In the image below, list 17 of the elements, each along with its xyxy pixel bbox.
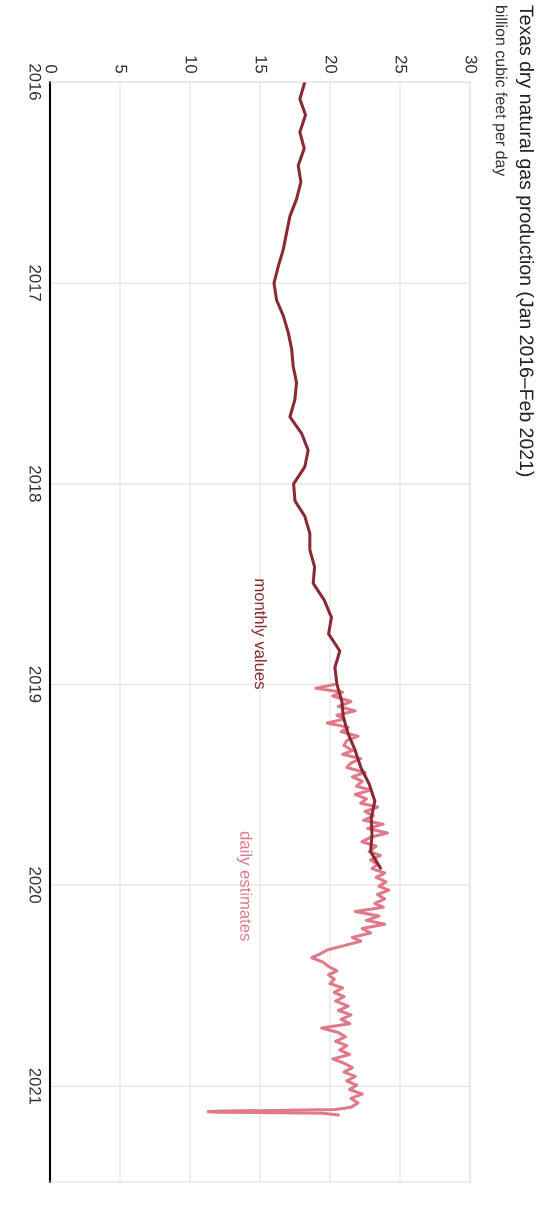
x-tick-label: 20 — [325, 55, 338, 74]
x-tick-label: 0 — [45, 65, 58, 74]
y-tick-label: 2018 — [29, 466, 42, 502]
y-tick-label: 2021 — [29, 1068, 42, 1105]
chart-subtitle: billion cubic feet per day — [492, 6, 508, 177]
text: monthly values — [251, 579, 267, 689]
text: Texas dry natural gas production (Jan 2016–Feb 2021) — [515, 5, 535, 477]
y-tick-label: 2016 — [29, 64, 42, 100]
y-tick-label: 2019 — [29, 666, 42, 703]
x-tick-label: 30 — [465, 55, 478, 74]
x-tick-label: 25 — [395, 55, 408, 73]
y-tick-label: 2020 — [29, 867, 42, 904]
x-tick-label: 15 — [255, 56, 268, 73]
x-tick-label: 10 — [185, 56, 198, 74]
x-tick-label: 5 — [115, 65, 128, 73]
y-tick-label: 2017 — [29, 265, 42, 301]
text: daily estimates — [236, 831, 253, 941]
